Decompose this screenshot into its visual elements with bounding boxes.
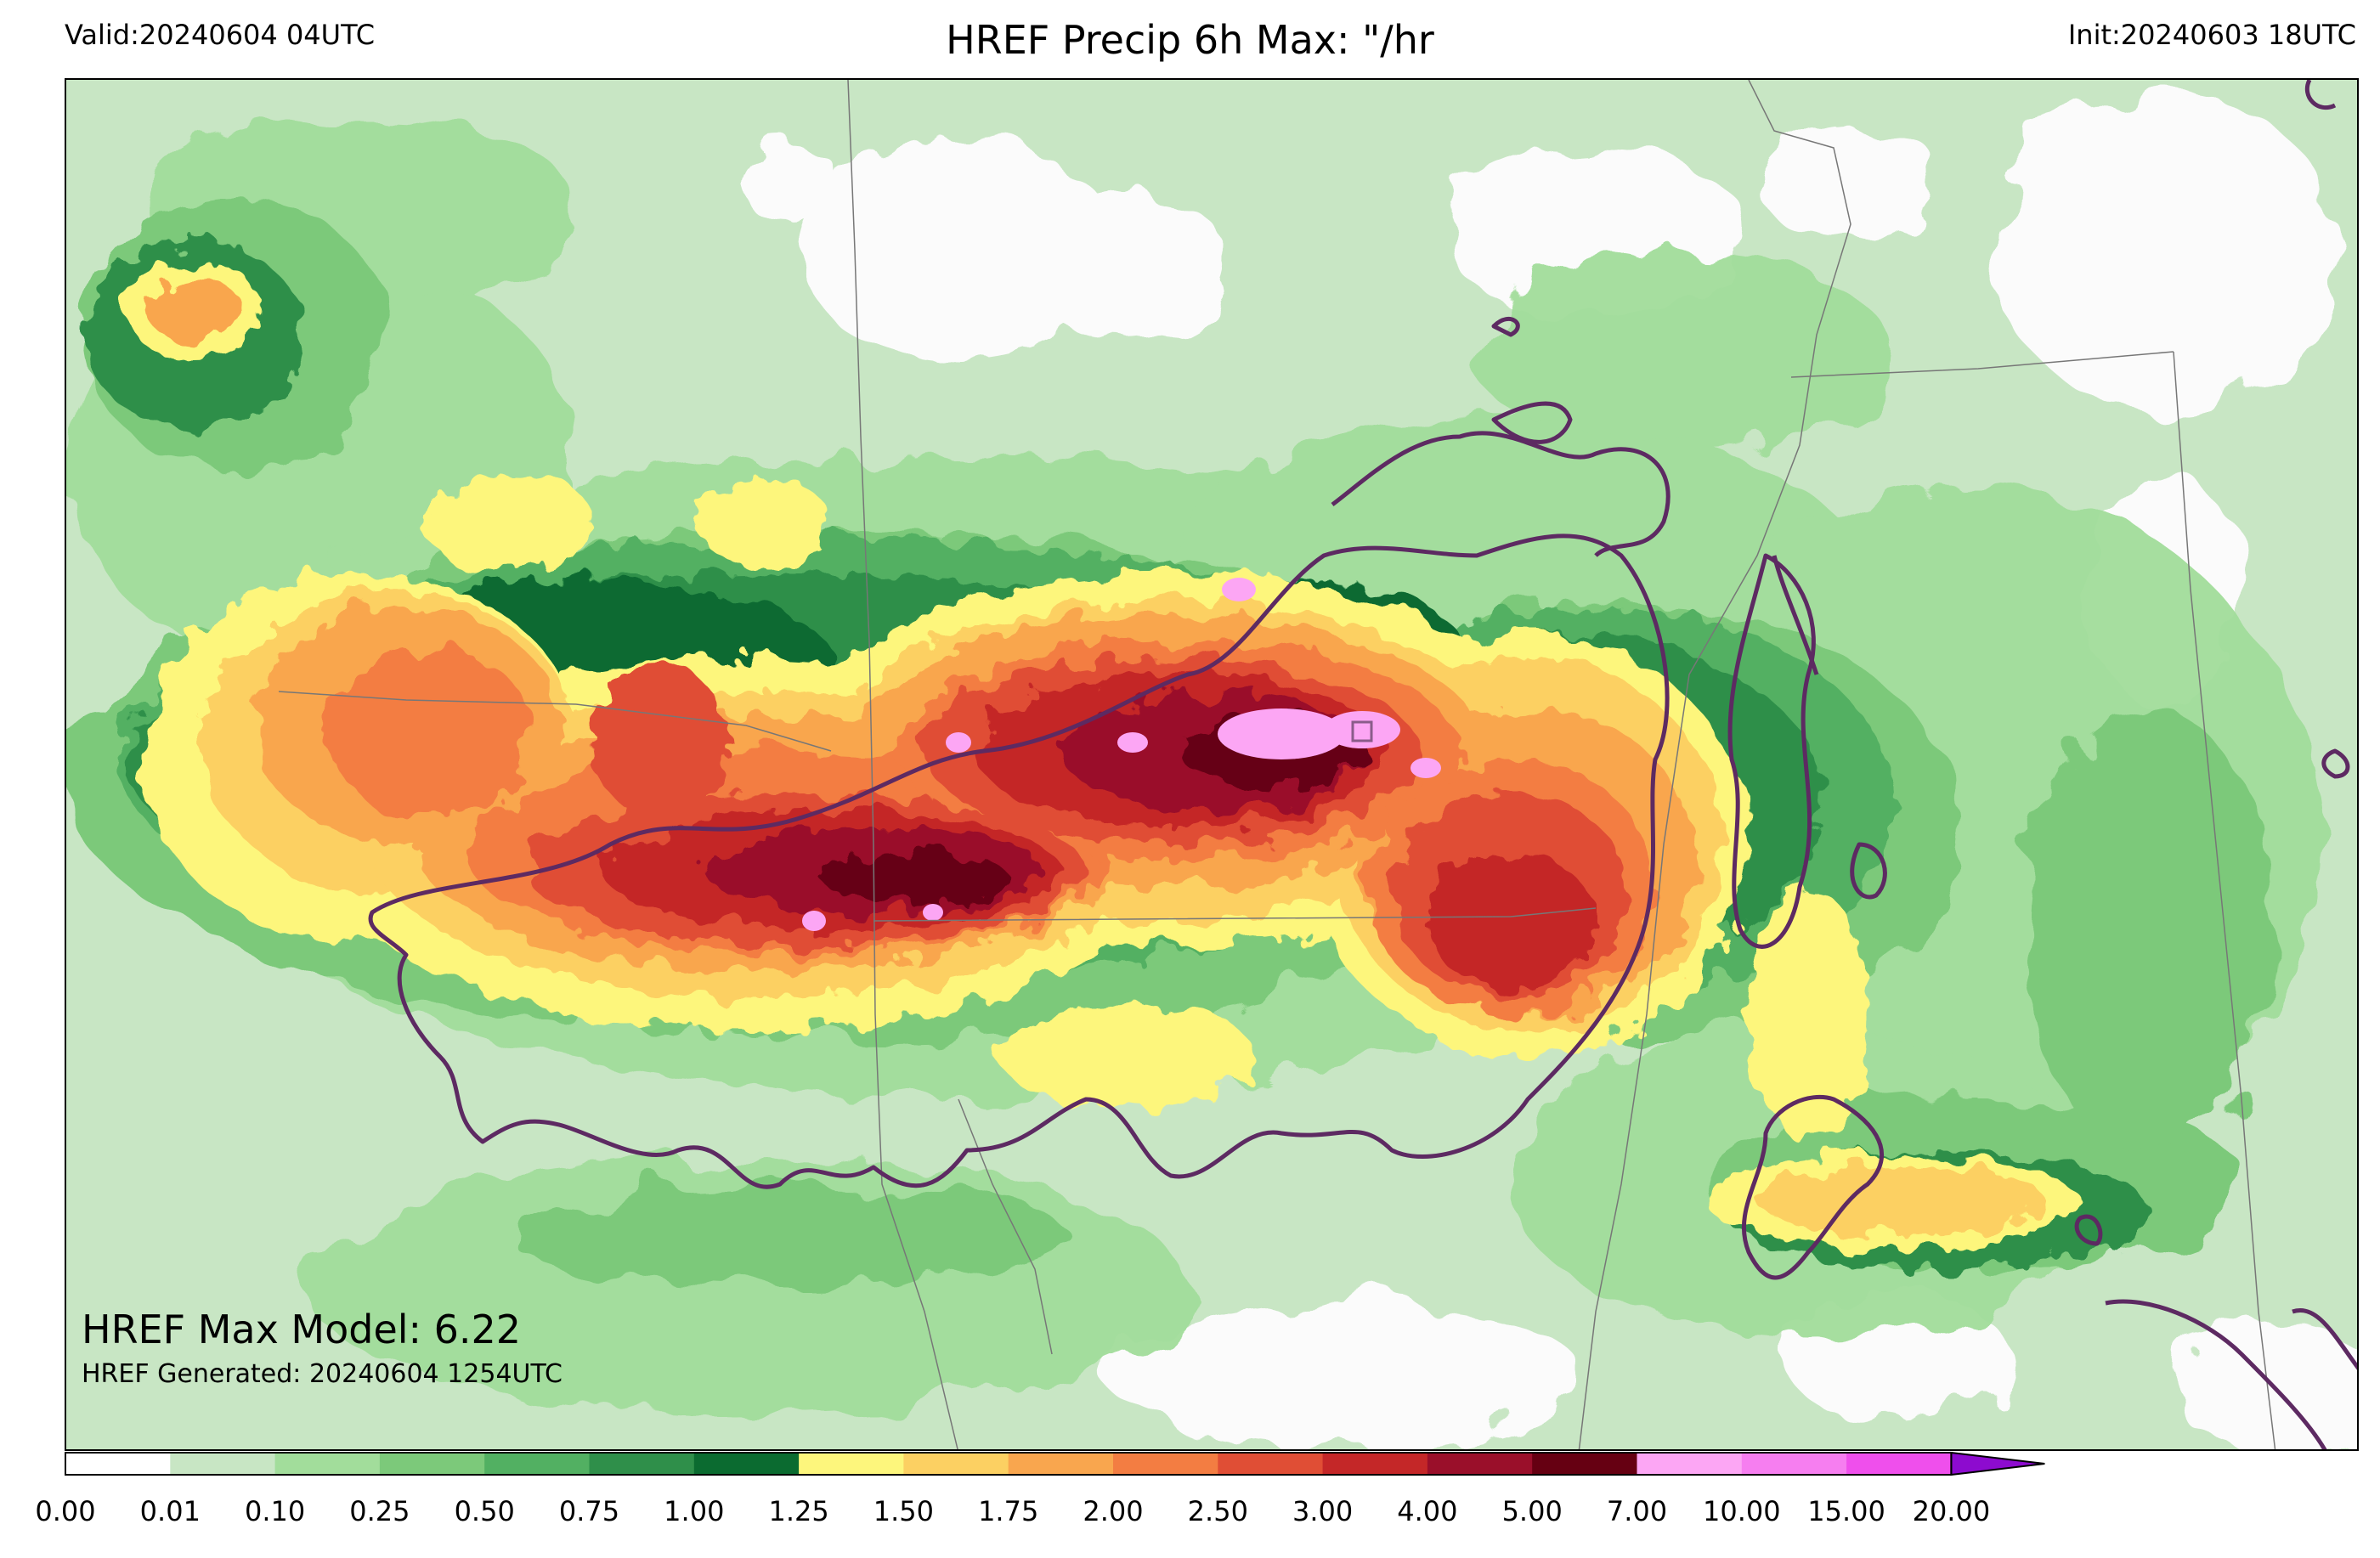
max-model-contours: [368, 80, 2357, 1449]
colorbar-segment: [379, 1453, 485, 1475]
colorbar-outline: [65, 1452, 1953, 1476]
colorbar-segment: [1427, 1453, 1533, 1475]
colorbar-tick-label: 1.75: [978, 1495, 1039, 1527]
colorbar-segment: [799, 1453, 904, 1475]
colorbar-segment: [1218, 1453, 1324, 1475]
colorbar-segment: [1322, 1453, 1428, 1475]
colorbar-segment: [589, 1453, 695, 1475]
colorbar-extend-arrow: [1950, 1451, 2045, 1476]
colorbar-tick-label: 10.00: [1702, 1495, 1781, 1527]
colorbar-tick-label: 2.00: [1083, 1495, 1144, 1527]
colorbar-segment: [1637, 1453, 1743, 1475]
map-title: HREF Precip 6h Max: "/hr: [946, 17, 1434, 63]
colorbar-segment: [274, 1453, 381, 1475]
dry-areas: [738, 88, 2357, 1449]
colorbar-segment: [693, 1453, 800, 1475]
valid-time-label: Valid:20240604 04UTC: [65, 19, 376, 51]
colorbar-segment: [1008, 1453, 1114, 1475]
colorbar-tick-label: 4.00: [1397, 1495, 1458, 1527]
generated-label: HREF Generated: 20240604 1254UTC: [82, 1359, 563, 1389]
colorbar-tick-label: 0.10: [244, 1495, 306, 1527]
colorbar-tick-label: 0.01: [139, 1495, 201, 1527]
colorbar-tick-label: 1.25: [768, 1495, 829, 1527]
colorbar-segment: [484, 1453, 590, 1475]
colorbar-tick-label: 7.00: [1606, 1495, 1668, 1527]
colorbar-segment: [1741, 1453, 1847, 1475]
colorbar-tick-label: 0.00: [35, 1495, 96, 1527]
colorbar-segment: [1846, 1453, 1952, 1475]
colorbar-tick-label: 20.00: [1912, 1495, 1991, 1527]
state-boundaries: [278, 80, 2276, 1449]
max-model-label: HREF Max Model: 6.22: [82, 1307, 522, 1352]
max-precip-spots: [802, 578, 1441, 931]
precip-field: [66, 80, 2357, 1449]
colorbar-segment: [1113, 1453, 1218, 1475]
colorbar-tick-label: 5.00: [1501, 1495, 1563, 1527]
colorbar-tick-label: 0.25: [349, 1495, 410, 1527]
colorbar-tick-label: 2.50: [1187, 1495, 1248, 1527]
precip-map: [65, 78, 2359, 1451]
colorbar-segment: [1532, 1453, 1637, 1475]
colorbar-tick-label: 0.50: [454, 1495, 515, 1527]
colorbar-segment: [170, 1453, 276, 1475]
colorbar-segment: [65, 1453, 171, 1475]
colorbar-tick-label: 1.50: [873, 1495, 935, 1527]
colorbar-tick-label: 1.00: [664, 1495, 725, 1527]
init-time-label: Init:20240603 18UTC: [2067, 19, 2356, 51]
colorbar-tick-label: 15.00: [1807, 1495, 1885, 1527]
colorbar-segment: [903, 1453, 1009, 1475]
colorbar-tick-label: 3.00: [1292, 1495, 1354, 1527]
colorbar-tick-label: 0.75: [558, 1495, 620, 1527]
